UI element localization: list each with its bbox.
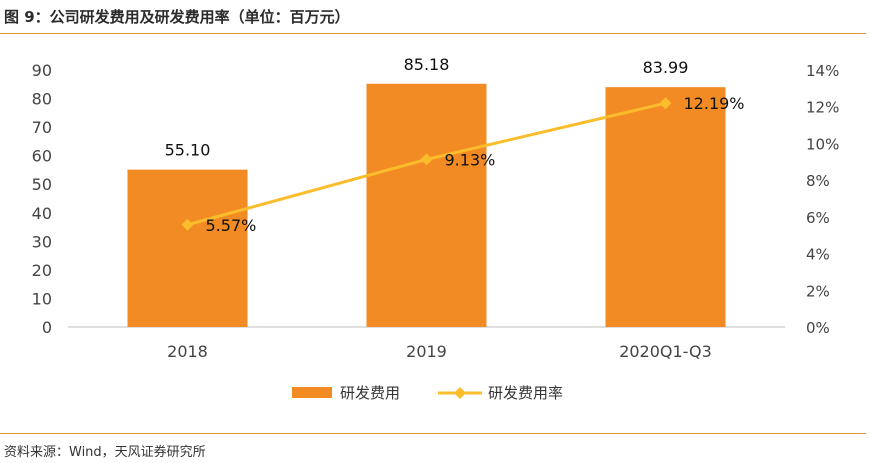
right-axis-tick-label: 4% <box>806 246 830 264</box>
left-axis-tick-label: 10 <box>32 289 52 308</box>
left-axis-tick-label: 70 <box>32 118 52 137</box>
x-axis-category-label: 2020Q1-Q3 <box>619 342 712 361</box>
legend-line-marker <box>454 387 466 399</box>
left-axis: 0 10 20 30 40 50 60 70 80 90 <box>32 61 52 337</box>
rate-point-marker <box>420 153 433 166</box>
legend-bar-label: 研发费用 <box>340 384 400 402</box>
top-divider <box>0 33 866 34</box>
bar-value-label: 55.10 <box>165 141 211 160</box>
rate-value-label: 5.57% <box>206 216 257 235</box>
left-axis-tick-label: 20 <box>32 261 52 280</box>
bar-2020Q1-Q3 <box>605 87 726 327</box>
x-axis-labels: 2018 2019 2020Q1-Q3 <box>167 342 712 361</box>
source-note: 资料来源：Wind，天风证券研究所 <box>4 445 206 460</box>
left-axis-tick-label: 80 <box>32 90 52 109</box>
rate-line-series: 5.57% 9.13% 12.19% <box>181 94 745 235</box>
x-axis-category-label: 2018 <box>167 342 208 361</box>
right-axis: 0% 2% 4% 6% 8% 10% 12% 14% <box>806 62 839 337</box>
left-axis-tick-label: 60 <box>32 147 52 166</box>
rate-point-marker <box>181 218 194 231</box>
chart-title: 图 9：公司研发费用及研发费用率（单位：百万元） <box>4 8 350 26</box>
bar-value-label: 85.18 <box>404 55 450 74</box>
right-axis-tick-label: 6% <box>806 209 830 227</box>
left-axis-tick-label: 50 <box>32 175 52 194</box>
bar-value-label: 83.99 <box>643 58 689 77</box>
legend-line-label: 研发费用率 <box>488 384 563 402</box>
x-axis-category-label: 2019 <box>406 342 447 361</box>
rate-point-marker <box>659 97 672 110</box>
bar-2018 <box>127 169 248 327</box>
bar-2019 <box>366 83 487 327</box>
legend: 研发费用 研发费用率 <box>292 384 563 402</box>
left-axis-tick-label: 40 <box>32 204 52 223</box>
bars: 55.10 85.18 83.99 <box>127 55 726 327</box>
left-axis-tick-label: 0 <box>42 318 52 337</box>
right-axis-tick-label: 14% <box>806 62 839 80</box>
legend-bar-swatch <box>292 387 332 398</box>
left-axis-tick-label: 30 <box>32 232 52 251</box>
right-axis-tick-label: 8% <box>806 172 830 190</box>
left-axis-tick-label: 90 <box>32 61 52 80</box>
bottom-divider <box>0 433 866 434</box>
right-axis-tick-label: 2% <box>806 282 830 300</box>
right-axis-tick-label: 10% <box>806 135 839 153</box>
right-axis-tick-label: 0% <box>806 319 830 337</box>
right-axis-tick-label: 12% <box>806 99 839 117</box>
rate-value-label: 12.19% <box>684 94 745 113</box>
rate-value-label: 9.13% <box>445 150 496 169</box>
